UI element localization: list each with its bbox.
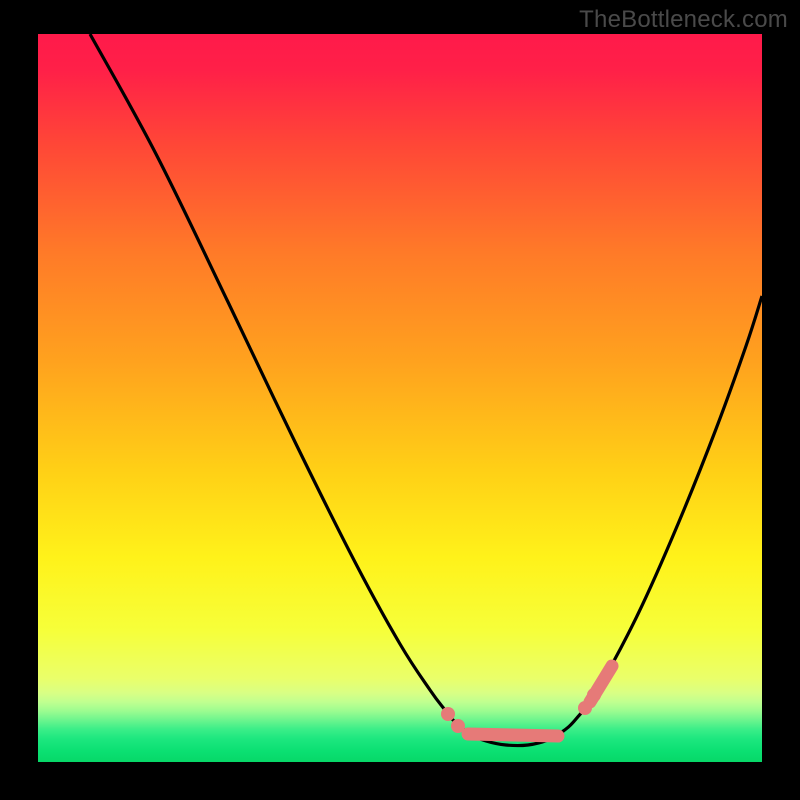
overlay-segment-0 <box>468 734 558 736</box>
overlay-dot-0 <box>441 707 455 721</box>
overlay-dot-2 <box>578 701 592 715</box>
bottleneck-curve <box>90 34 762 746</box>
overlay-dot-3 <box>587 688 601 702</box>
curve-layer <box>38 34 762 762</box>
chart-stage: TheBottleneck.com <box>0 0 800 800</box>
watermark-text: TheBottleneck.com <box>579 6 788 34</box>
overlay-dot-1 <box>451 719 465 733</box>
